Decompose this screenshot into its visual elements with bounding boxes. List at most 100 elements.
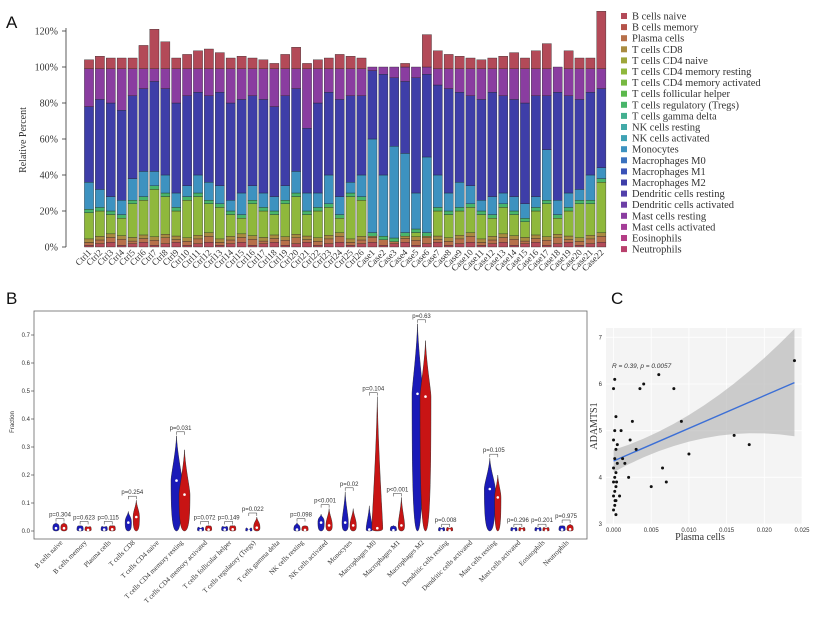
bar-segment (215, 68, 225, 93)
bar-stack (476, 59, 487, 248)
bar-segment (324, 92, 334, 176)
bar-segment (498, 56, 508, 69)
legend-label: Mast cells resting (632, 211, 707, 222)
bar-stack (324, 57, 334, 248)
bar-segment (389, 237, 399, 242)
legend-entry: T cells CD4 memory activated (621, 78, 761, 89)
bar-segment (509, 245, 519, 248)
bar-segment (443, 68, 454, 89)
bar-segment (542, 240, 552, 246)
bar-segment (138, 45, 149, 69)
legend-label: T cells CD4 memory resting (632, 67, 752, 78)
bar-segment (454, 207, 465, 212)
violin-pair: p=0.975 (555, 514, 578, 532)
violin-pair: p=0.098 (290, 513, 313, 532)
bar-segment (531, 210, 541, 236)
bar-stack (106, 57, 116, 248)
violin-median-dot (400, 524, 403, 527)
legend-entry: B cells naive (621, 12, 687, 23)
scatter-x-tick-label: 0.015 (719, 528, 735, 534)
pvalue-bracket (79, 521, 89, 525)
violin-median-dot (86, 528, 90, 532)
bar-segment (411, 232, 421, 237)
scatter-x-tick-label: 0.005 (644, 528, 660, 534)
bar-segment (531, 234, 541, 239)
scatter-point (613, 377, 617, 381)
bar-segment (171, 210, 181, 237)
bar-segment (95, 99, 105, 190)
bar-segment (454, 56, 465, 69)
violin-y-tick-label: 0.2 (22, 473, 31, 479)
bar-segment (116, 110, 127, 201)
bar-segment (433, 68, 443, 86)
bar-segment (215, 92, 225, 186)
bar-segment (149, 185, 160, 190)
bar-segment (236, 192, 247, 215)
bar-segment (487, 57, 498, 69)
scatter-point (615, 443, 619, 447)
bar-stack (454, 56, 465, 248)
legend-swatch (621, 79, 627, 86)
pvalue-label: p=0.022 (242, 507, 265, 513)
bar-segment (324, 57, 334, 69)
violin-median-dot (520, 529, 524, 532)
bar-segment (400, 242, 410, 248)
legend-entry: Neutrophils (621, 245, 682, 256)
bar-segment (193, 196, 203, 236)
legend-swatch (621, 201, 627, 208)
bar-segment (193, 243, 203, 248)
violin-median-dot (62, 526, 66, 530)
bar-segment (269, 68, 280, 107)
bar-segment (552, 237, 563, 244)
bar-segment (258, 210, 269, 238)
bar-segment (291, 88, 301, 172)
bar-segment (552, 218, 563, 235)
pvalue-bracket (369, 392, 378, 396)
bar-segment (247, 235, 258, 240)
bar-segment (465, 57, 476, 69)
bar-stack (400, 63, 410, 248)
scatter-x-tick-label: 0.010 (681, 528, 697, 534)
scatter-y-tick-label: 6 (599, 382, 603, 388)
bar-segment (476, 59, 487, 69)
bar-stack (509, 52, 519, 248)
legend-swatch (621, 24, 627, 31)
bar-y-tick-label: 120% (35, 27, 58, 38)
bar-segment (422, 243, 432, 248)
bar-segment (302, 192, 312, 212)
bar-stack (182, 54, 192, 248)
bar-segment (193, 92, 203, 176)
bar-segment (574, 189, 585, 201)
bar-segment (127, 243, 138, 248)
scatter-point (614, 415, 618, 419)
bar-segment (454, 243, 465, 248)
bar-segment (454, 210, 465, 236)
bar-segment (509, 235, 519, 240)
bar-segment (509, 52, 519, 69)
bar-segment (345, 242, 356, 246)
bar-segment (236, 56, 247, 69)
bar-segment (411, 240, 421, 246)
bar-stack (302, 63, 312, 248)
bar-segment (225, 57, 236, 69)
bar-segment (389, 66, 399, 78)
bar-segment (225, 214, 236, 237)
bar-segment (116, 245, 127, 248)
bar-segment (171, 235, 181, 240)
legend-swatch (621, 135, 627, 142)
legend-entry: T cells follicular helper (621, 89, 731, 100)
bar-segment (585, 243, 596, 248)
bar-segment (236, 99, 247, 194)
pvalue-bracket (103, 521, 113, 525)
bar-y-tick-label: 40% (40, 171, 58, 182)
bar-segment (411, 66, 421, 78)
bar-segment (487, 218, 498, 237)
bar-segment (465, 185, 476, 204)
bar-segment (324, 238, 334, 244)
bar-segment (127, 203, 138, 238)
bar-segment (476, 210, 487, 215)
bar-segment (356, 174, 367, 197)
bar-segment (433, 50, 443, 69)
bar-segment (313, 192, 323, 208)
bar-segment (345, 56, 356, 69)
